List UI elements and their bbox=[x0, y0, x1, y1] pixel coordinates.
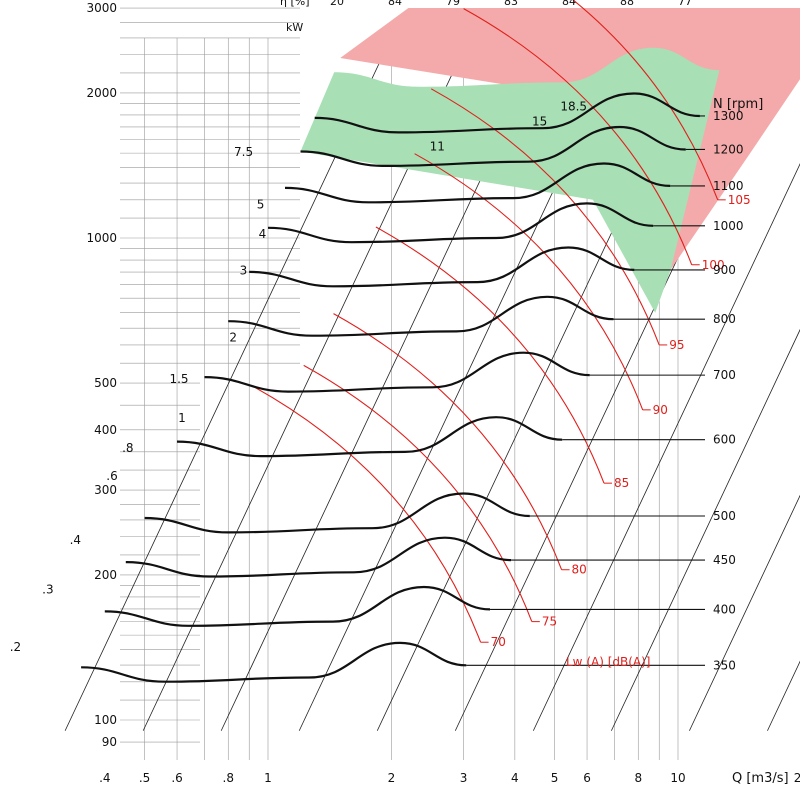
power-label: 18.5 bbox=[560, 99, 587, 113]
efficiency-label: η [%] bbox=[280, 0, 310, 8]
y-tick-label: 3000 bbox=[86, 1, 117, 15]
x-tick-label: .4 bbox=[99, 771, 110, 785]
efficiency-value: 88 bbox=[620, 0, 634, 8]
speed-curve bbox=[284, 162, 671, 204]
y-tick-label: 200 bbox=[94, 568, 117, 582]
efficiency-value: 77 bbox=[678, 0, 692, 8]
x-tick-label: .5 bbox=[139, 771, 150, 785]
x-tick-label: 20 bbox=[794, 771, 800, 785]
efficiency-ray bbox=[767, 660, 800, 731]
sound-label: 105 bbox=[728, 193, 751, 207]
speed-curve bbox=[314, 92, 700, 134]
efficiency-ray bbox=[611, 328, 800, 731]
speed-curve bbox=[249, 246, 635, 288]
speed-label: 1000 bbox=[713, 219, 744, 233]
speed-curves bbox=[81, 92, 705, 683]
efficiency-value: 84 bbox=[562, 0, 576, 8]
efficiency-value: 20 bbox=[330, 0, 344, 8]
sound-label: 80 bbox=[572, 563, 587, 577]
sound-legend-label: Lw (A) [dB(A)] bbox=[566, 655, 651, 669]
y-tick-label: 500 bbox=[94, 376, 117, 390]
power-label: 1 bbox=[178, 411, 186, 425]
speed-curve bbox=[81, 641, 467, 683]
sound-curve bbox=[430, 88, 660, 346]
operating-regions bbox=[300, 8, 800, 313]
sound-curve bbox=[333, 313, 563, 570]
y-tick-label: 300 bbox=[94, 483, 117, 497]
recommended-region bbox=[300, 47, 720, 313]
sound-curve bbox=[375, 226, 605, 484]
sound-curve bbox=[463, 8, 693, 265]
y-tick-label: 400 bbox=[94, 423, 117, 437]
x-tick-label: 3 bbox=[460, 771, 468, 785]
power-label: .6 bbox=[106, 469, 117, 483]
speed-curve bbox=[176, 416, 563, 458]
speed-curve bbox=[204, 351, 590, 393]
sound-label: 85 bbox=[614, 476, 629, 490]
power-label: 5 bbox=[257, 198, 265, 212]
speed-label: 1100 bbox=[713, 179, 744, 193]
y-tick-label: 1000 bbox=[86, 231, 117, 245]
power-label: 3 bbox=[240, 263, 248, 277]
power-label: .8 bbox=[122, 441, 133, 455]
chart-labels: 7075808590951001051300120011001000900800… bbox=[10, 0, 800, 785]
x-tick-label: .8 bbox=[223, 771, 234, 785]
y-tick-label: 100 bbox=[94, 713, 117, 727]
sound-label: 100 bbox=[702, 258, 725, 272]
power-label: 2 bbox=[229, 330, 237, 344]
efficiency-value: 79 bbox=[446, 0, 460, 8]
sound-label: 75 bbox=[542, 615, 557, 629]
efficiency-ray bbox=[532, 163, 800, 731]
sound-curve bbox=[572, 0, 719, 200]
speed-curve bbox=[125, 536, 512, 578]
power-label: 4 bbox=[259, 227, 267, 241]
speed-label: 800 bbox=[713, 312, 736, 326]
efficiency-value: 84 bbox=[388, 0, 402, 8]
sound-curve bbox=[303, 364, 533, 622]
power-label: .4 bbox=[70, 533, 81, 547]
speed-axis-label: N [rpm] bbox=[713, 97, 763, 112]
x-tick-label: 8 bbox=[634, 771, 642, 785]
y-tick-label: 90 bbox=[102, 735, 117, 749]
speed-curve bbox=[267, 202, 654, 244]
speed-label: 1200 bbox=[713, 142, 744, 156]
speed-curve bbox=[228, 295, 614, 337]
y-tick-label: 2000 bbox=[86, 86, 117, 100]
power-label: .3 bbox=[42, 582, 53, 596]
speed-curve bbox=[300, 125, 686, 168]
speed-curve bbox=[104, 585, 491, 627]
sound-label: 95 bbox=[669, 338, 684, 352]
sound-curve bbox=[414, 153, 644, 411]
speed-label: 700 bbox=[713, 368, 736, 382]
sound-label: 90 bbox=[653, 403, 668, 417]
sound-curve bbox=[252, 385, 482, 643]
x-tick-label: 2 bbox=[388, 771, 396, 785]
power-label: 11 bbox=[430, 139, 445, 153]
speed-label: 500 bbox=[713, 509, 736, 523]
efficiency-value: 83 bbox=[504, 0, 518, 8]
speed-label: 1300 bbox=[713, 109, 744, 123]
x-axis-label: Q [m3/s] bbox=[732, 771, 789, 786]
speed-label: 350 bbox=[713, 658, 736, 672]
x-tick-label: 10 bbox=[670, 771, 685, 785]
efficiency-ray bbox=[689, 494, 800, 731]
speed-label: 450 bbox=[713, 553, 736, 567]
x-tick-label: 6 bbox=[583, 771, 591, 785]
x-tick-label: 4 bbox=[511, 771, 519, 785]
speed-label: 600 bbox=[713, 433, 736, 447]
power-unit-label: kW bbox=[286, 21, 303, 34]
power-label: 15 bbox=[532, 115, 547, 129]
speed-label: 400 bbox=[713, 602, 736, 616]
x-tick-label: 5 bbox=[551, 771, 559, 785]
speed-label: 900 bbox=[713, 263, 736, 277]
power-label: 7.5 bbox=[234, 145, 253, 159]
power-label: .2 bbox=[10, 640, 21, 654]
sound-label: 70 bbox=[491, 635, 506, 649]
power-label: 1.5 bbox=[169, 372, 188, 386]
x-tick-label: 1 bbox=[264, 771, 272, 785]
speed-curve bbox=[144, 492, 530, 534]
x-tick-label: .6 bbox=[171, 771, 182, 785]
